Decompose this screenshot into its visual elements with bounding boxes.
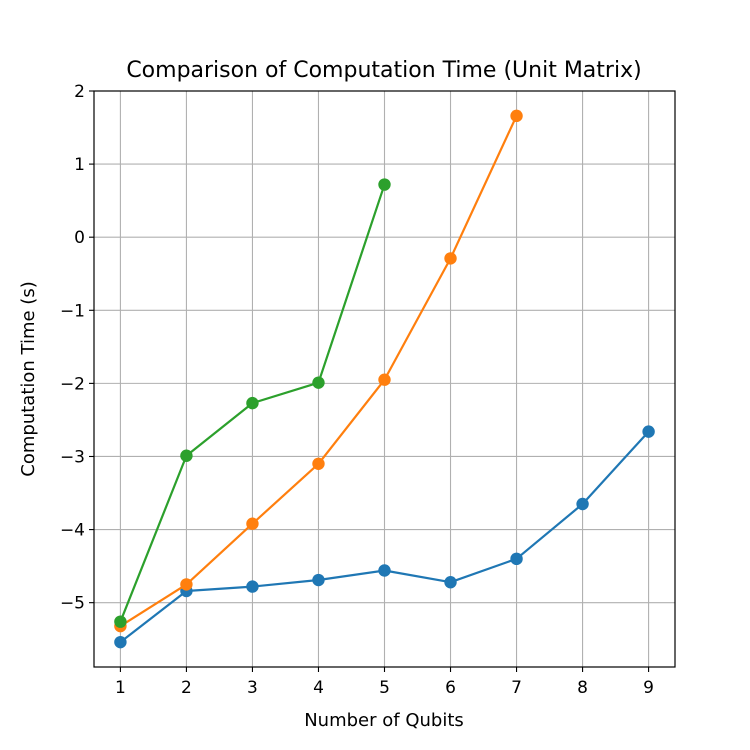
x-axis-label: Number of Qubits bbox=[304, 710, 464, 731]
x-tick-label: 6 bbox=[445, 678, 456, 698]
x-tick-label: 8 bbox=[577, 678, 588, 698]
series-layer bbox=[114, 109, 655, 649]
x-tick-label: 4 bbox=[313, 678, 324, 698]
data-point bbox=[114, 615, 127, 628]
data-point bbox=[378, 373, 391, 386]
x-tick-label: 7 bbox=[511, 678, 522, 698]
y-axis-label: Computation Time (s) bbox=[18, 281, 39, 476]
data-point bbox=[246, 517, 259, 530]
data-point bbox=[180, 449, 193, 462]
x-axis-ticks: 1 2 3 4 5 6 7 8 9 bbox=[115, 667, 654, 698]
data-point bbox=[576, 497, 589, 511]
data-point bbox=[114, 635, 127, 649]
data-point bbox=[312, 573, 325, 587]
data-point bbox=[246, 396, 259, 410]
data-point bbox=[246, 580, 259, 593]
data-point bbox=[312, 376, 325, 389]
data-point bbox=[378, 564, 391, 577]
series-3 bbox=[114, 178, 391, 628]
data-point bbox=[180, 578, 193, 591]
data-point bbox=[510, 109, 523, 123]
x-tick-label: 1 bbox=[115, 678, 126, 698]
data-point bbox=[378, 178, 391, 191]
series-1 bbox=[114, 425, 655, 649]
data-point bbox=[444, 252, 457, 265]
y-tick-label: −3 bbox=[60, 447, 85, 467]
series-2 bbox=[114, 109, 523, 633]
y-tick-label: 2 bbox=[74, 82, 85, 102]
data-point bbox=[510, 552, 523, 566]
y-tick-label: −5 bbox=[60, 594, 85, 614]
data-point bbox=[444, 576, 457, 589]
y-tick-label: −1 bbox=[60, 301, 85, 321]
data-point bbox=[642, 425, 655, 438]
y-tick-label: −2 bbox=[60, 374, 85, 394]
y-tick-label: −4 bbox=[60, 521, 85, 541]
x-tick-label: 3 bbox=[247, 678, 258, 698]
y-tick-label: 0 bbox=[74, 228, 85, 248]
data-point bbox=[312, 457, 325, 470]
y-tick-label: 1 bbox=[74, 155, 85, 175]
chart-title: Comparison of Computation Time (Unit Mat… bbox=[126, 58, 641, 83]
x-tick-label: 9 bbox=[643, 678, 654, 698]
x-tick-label: 2 bbox=[181, 678, 192, 698]
y-axis-ticks: −5 −4 −3 −2 −1 0 1 2 bbox=[60, 82, 94, 614]
x-tick-label: 5 bbox=[379, 678, 390, 698]
